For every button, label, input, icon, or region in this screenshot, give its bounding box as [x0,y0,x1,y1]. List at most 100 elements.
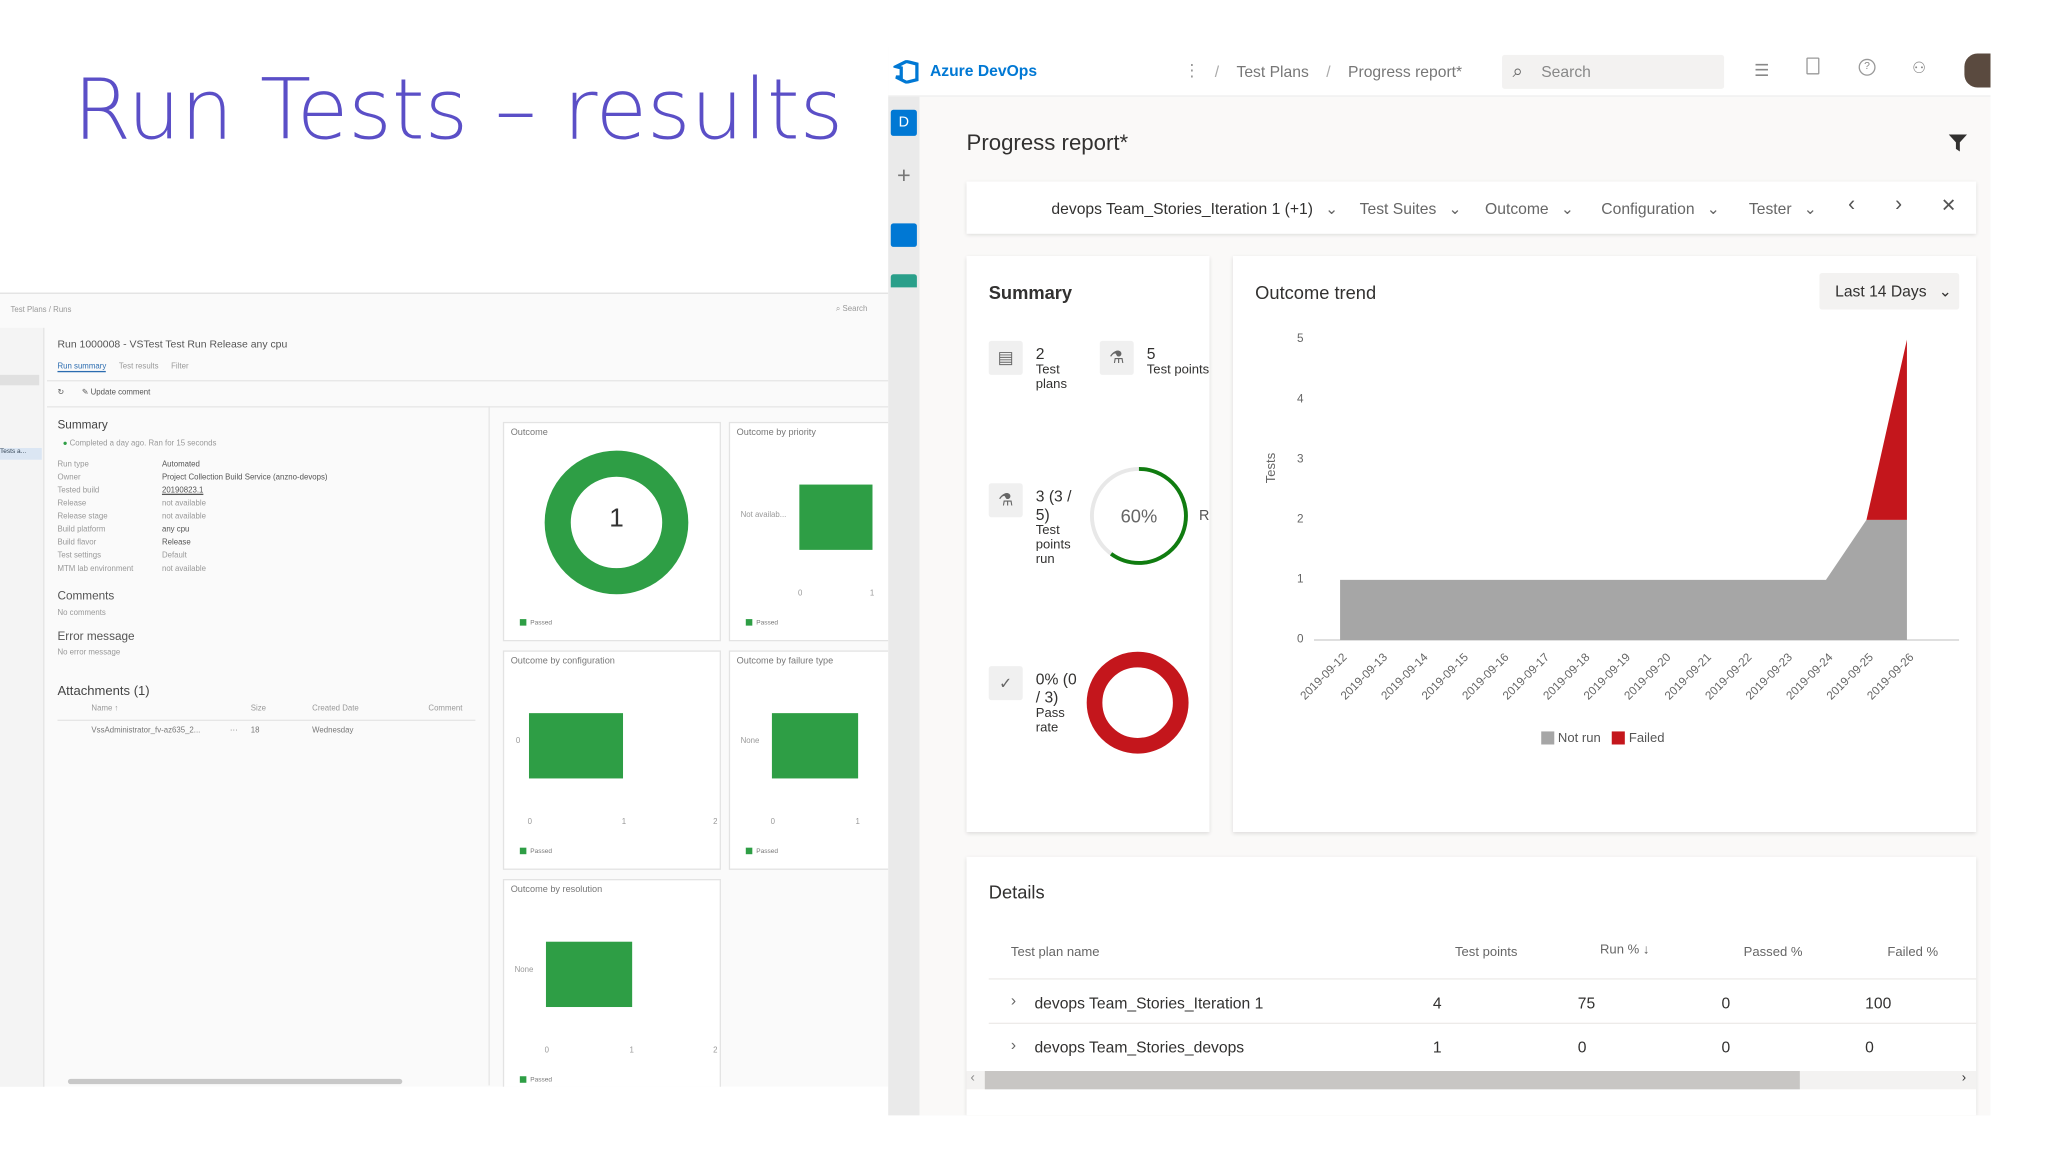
run-status-text: Completed a day ago. Ran for 15 seconds [69,440,217,448]
breadcrumb-runs[interactable]: Runs [53,306,72,315]
project-avatar[interactable]: D [890,109,917,136]
tester-filter[interactable]: Tester ⌄ [1749,200,1817,218]
attachment-row[interactable]: VssAdministrator_fv-az635_2... ··· 18 We… [57,728,475,741]
user-settings-icon[interactable]: ⚇ [1912,58,1927,78]
field-row: Owner Project Collection Build Service (a… [57,474,488,487]
update-comment-button[interactable]: Update comment [90,389,151,398]
avatar[interactable] [1964,53,1991,88]
col-name[interactable]: Name ↑ [91,705,119,714]
pass-rate-ring [1086,651,1189,754]
more-icon[interactable]: ··· [229,727,238,736]
clipboard-icon[interactable] [1806,57,1820,75]
col-size[interactable]: Size [250,705,267,714]
breadcrumb-test-plans[interactable]: Test Plans [1236,62,1309,81]
outcome-by-configuration-card: Outcome by configuration 0 0 1 2 Passed [502,650,721,870]
scroll-right-icon[interactable]: › [1961,1071,1967,1086]
field-key: Release [57,500,87,509]
add-icon[interactable]: + [896,161,911,189]
configuration-filter-label: Configuration [1601,199,1695,219]
chevron-down-icon: ⌄ [1560,199,1574,219]
col-created-date[interactable]: Created Date [312,705,359,714]
scroll-left-icon[interactable]: ‹ [970,1071,975,1086]
table-row[interactable]: › devops Team_Stories_Iteration 1 4 75 0… [988,982,1977,1024]
donut-center-value: 1 [609,504,624,533]
bar-passed[interactable] [799,484,873,550]
test-plans-icon[interactable] [890,274,917,288]
chart-legend: Passed [519,1076,552,1084]
legend-swatch-failed [1612,731,1626,745]
field-value: not available [161,565,206,574]
iteration-filter[interactable]: devops Team_Stories_Iteration 1 (+1) ⌄ [1051,200,1338,218]
list-settings-icon[interactable]: ☰ [1754,60,1770,80]
y-axis-label: 0 [515,737,521,746]
failed-area[interactable] [1340,339,1907,580]
outcome-trend-card: Outcome trend Last 14 Days ⌄ Tests 0 1 2 3 4… [1232,255,1977,832]
expand-chevron-icon[interactable]: › [1010,991,1017,1010]
table-row[interactable]: › devops Team_Stories_devops 1 0 0 0 [989,1027,1976,1069]
close-icon[interactable]: ✕ [1940,194,1957,216]
left-search[interactable]: ⌕ Search [836,306,867,315]
chevron-left-icon[interactable]: ‹ [1848,193,1856,216]
breadcrumb-progress-report[interactable]: Progress report* [1348,62,1463,81]
tab-test-results[interactable]: Test results [118,363,159,371]
error-heading: Error message [57,629,135,643]
date-range-dropdown[interactable]: Last 14 Days ⌄ [1819,272,1960,310]
tab-filter[interactable]: Filter [171,363,189,371]
field-key: Tested build [57,487,100,496]
run-tabs: Run summary Test results Filter [57,363,189,373]
not-run-area[interactable] [1340,519,1907,640]
y-axis-label: Not availab... [740,511,787,520]
test-suites-filter[interactable]: Test Suites ⌄ [1360,200,1462,218]
azure-devops-logo-icon[interactable] [893,60,919,84]
field-value: Release [161,539,191,548]
horizontal-scrollbar[interactable] [67,1078,403,1085]
legend-failed[interactable]: Failed [1628,731,1665,746]
col-test-plan-name[interactable]: Test plan name [1010,945,1100,960]
tested-build-link[interactable]: 20190823.1 [161,487,204,496]
chart-legend: Passed [745,848,778,856]
col-test-points[interactable]: Test points [1455,945,1518,960]
chart-legend: Passed [745,619,778,627]
flask-icon: ⚗ [1099,340,1134,375]
plan-passed: 0 [1721,1038,1731,1057]
left-nav-item[interactable]: Tests a... [0,447,42,460]
legend-label: Passed [530,619,553,627]
bar-passed[interactable] [528,713,624,779]
legend-not-run[interactable]: Not run [1557,731,1601,746]
filter-icon[interactable] [1948,134,1968,152]
help-icon[interactable]: ? [1858,58,1876,76]
tab-run-summary[interactable]: Run summary [57,363,107,373]
comments-value: No comments [57,609,106,618]
card-title: Outcome by failure type [736,656,834,667]
col-passed-pct[interactable]: Passed % [1743,945,1803,960]
bar-passed[interactable] [771,713,859,779]
bar-passed[interactable] [545,941,633,1008]
scrollbar-thumb[interactable] [984,1071,1800,1090]
col-failed-pct[interactable]: Failed % [1887,945,1939,960]
field-value: Project Collection Build Service (anzno-… [161,474,328,482]
attachment-name[interactable]: VssAdministrator_fv-az635_2... [91,727,201,736]
chevron-down-icon: ⌄ [1938,282,1952,301]
test-plans-count: 2 [1035,344,1045,364]
chevron-right-icon[interactable]: › [1895,193,1903,216]
configuration-filter[interactable]: Configuration ⌄ [1601,200,1720,218]
refresh-icon[interactable]: ↻ [57,389,65,398]
search-box[interactable]: ⌕ Search [1502,54,1725,89]
more-vertical-icon[interactable]: ⋮ [1183,60,1201,80]
expand-chevron-icon[interactable]: › [1010,1035,1017,1055]
col-comment[interactable]: Comment [428,705,463,714]
field-value: not available [161,500,206,509]
y-axis-label: None [740,737,760,746]
y-tick-label: 1 [1296,572,1304,586]
flask-icon: ⚗ [988,483,1023,518]
plan-points: 1 [1432,1038,1442,1057]
field-row: Release stage not available [57,513,488,526]
breadcrumb-test-plans[interactable]: Test Plans [10,306,47,315]
divider [988,978,1977,980]
brand-name[interactable]: Azure DevOps [929,61,1038,80]
horizontal-scrollbar[interactable]: ‹ › [966,1071,1977,1090]
col-run-pct[interactable]: Run % ↓ [1599,943,1650,958]
attachments-header: Name ↑ Size Created Date Comment [57,705,476,721]
outcome-filter[interactable]: Outcome ⌄ [1485,200,1574,218]
boards-icon[interactable] [890,223,917,247]
